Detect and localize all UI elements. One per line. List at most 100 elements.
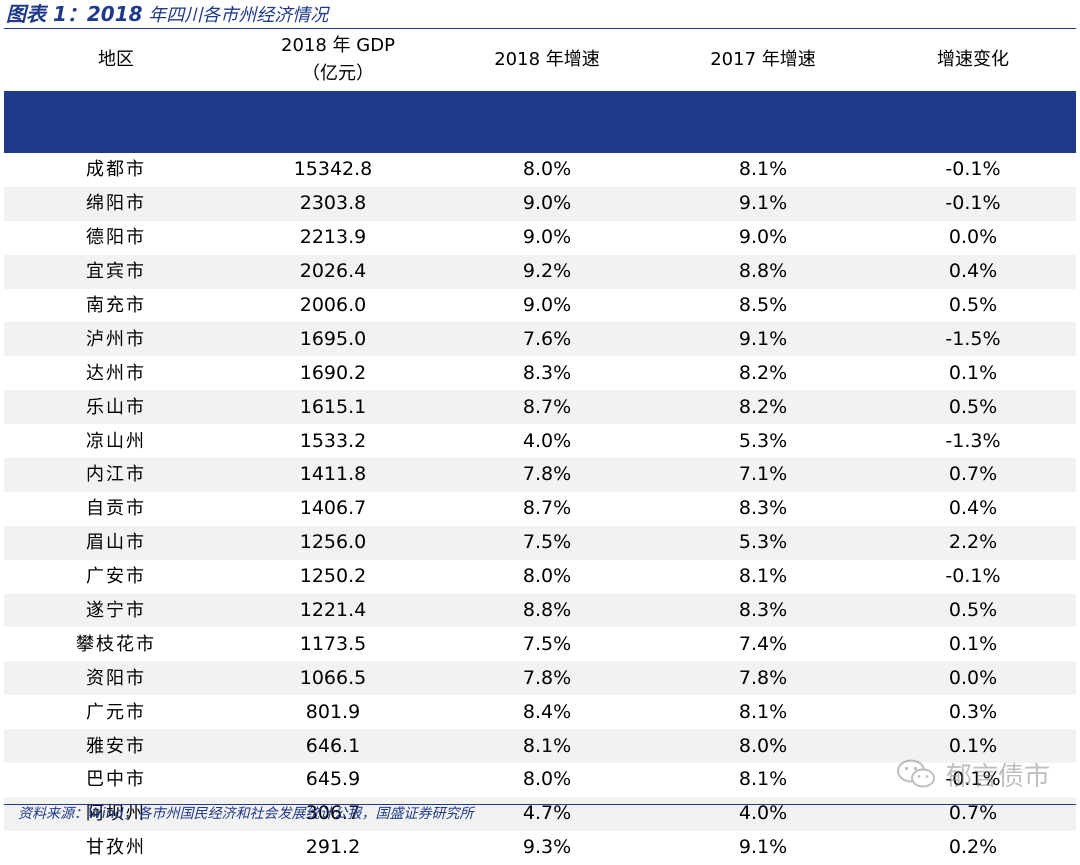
cell-region: 自贡市	[86, 498, 146, 520]
cell-growth-2018: 7.5%	[522, 632, 572, 655]
cell-growth-2017: 7.1%	[656, 458, 870, 492]
cell-growth-2017: 9.1%	[656, 186, 870, 221]
cell-change: 0.1%	[948, 361, 998, 384]
table-row: 遂宁市 1221.4 8.8% 8.3% 0.5%	[4, 593, 1076, 628]
table-row: 广元市 801.9 8.4% 8.1% 0.3%	[4, 695, 1076, 729]
header-region: 地区	[98, 49, 134, 70]
header-rule	[4, 91, 1076, 153]
cell-growth-2017: 9.0%	[738, 226, 788, 249]
table-row: 德阳市 2213.9 9.0% 9.0% 0.0%	[4, 221, 1076, 255]
cell-gdp: 1406.7	[299, 497, 367, 520]
cell-growth-2017: 5.3%	[656, 525, 870, 560]
cell-change: -0.1%	[870, 186, 1076, 221]
cell-growth-2018: 8.7%	[438, 390, 656, 425]
cell-region: 广安市	[86, 566, 146, 588]
cell-region: 资阳市	[4, 661, 228, 696]
table-row: 凉山州 1533.2 4.0% 5.3% -1.3%	[4, 424, 1076, 458]
cell-region: 甘孜州	[86, 837, 146, 859]
cell-region: 雅安市	[4, 729, 228, 764]
cell-gdp: 645.9	[305, 768, 361, 791]
cell-gdp: 2006.0	[299, 294, 367, 316]
cell-region: 眉山市	[4, 525, 228, 560]
cell-region: 泸州市	[4, 322, 228, 357]
cell-growth-2018: 9.2%	[438, 254, 656, 289]
cell-gdp: 1256.0	[228, 525, 438, 560]
figure-title-prefix: 图表 1：2018	[6, 2, 143, 26]
cell-growth-2017: 8.2%	[656, 390, 870, 425]
cell-gdp: 1695.0	[228, 322, 438, 357]
cell-region: 达州市	[86, 362, 146, 384]
cell-gdp: 1411.8	[228, 458, 438, 492]
cell-region: 凉山州	[86, 430, 146, 452]
cell-gdp: 2026.4	[228, 254, 438, 289]
cell-change: 0.5%	[870, 390, 1076, 425]
cell-gdp: 1221.4	[228, 593, 438, 628]
cell-growth-2018: 7.5%	[438, 525, 656, 560]
cell-region: 广元市	[86, 701, 146, 723]
cell-gdp: 1066.5	[228, 661, 438, 696]
cell-growth-2017: 8.3%	[656, 593, 870, 628]
cell-growth-2017: 8.1%	[738, 158, 788, 181]
header-growth-2018: 2018 年增速	[494, 49, 600, 70]
cell-change: 0.2%	[948, 836, 998, 859]
table-row: 达州市 1690.2 8.3% 8.2% 0.1%	[4, 356, 1076, 390]
cell-region: 成都市	[86, 159, 146, 181]
table-row: 资阳市 1066.5 7.8% 7.8% 0.0%	[4, 661, 1076, 696]
cell-growth-2017: 9.1%	[738, 836, 788, 859]
table-row: 成都市 15342.8 8.0% 8.1% -0.1%	[4, 153, 1076, 187]
cell-growth-2018: 8.8%	[438, 593, 656, 628]
cell-region: 攀枝花市	[76, 633, 156, 655]
cell-region: 德阳市	[86, 227, 146, 249]
cell-growth-2017: 9.1%	[656, 322, 870, 357]
cell-growth-2017: 8.3%	[738, 497, 788, 520]
cell-gdp: 2303.8	[228, 186, 438, 221]
gdp-table: 地区 2018 年 GDP（亿元） 2018 年增速 2017 年增速 增速变化…	[4, 29, 1076, 865]
cell-change: 0.3%	[948, 700, 998, 723]
cell-change: -0.1%	[945, 565, 1001, 588]
cell-region: 南充市	[86, 295, 146, 316]
table-row: 宜宾市 2026.4 9.2% 8.8% 0.4%	[4, 254, 1076, 289]
cell-growth-2018: 9.0%	[438, 186, 656, 221]
cell-growth-2017: 8.5%	[738, 294, 788, 316]
cell-region: 绵阳市	[4, 186, 228, 221]
cell-region: 宜宾市	[4, 254, 228, 289]
watermark: 郁言债市	[896, 756, 1050, 792]
cell-growth-2017: 8.1%	[738, 565, 788, 588]
table-row: 泸州市 1695.0 7.6% 9.1% -1.5%	[4, 322, 1076, 357]
cell-change: 0.0%	[870, 661, 1076, 696]
table-row: 雅安市 646.1 8.1% 8.0% 0.1%	[4, 729, 1076, 764]
cell-gdp: 1690.2	[299, 361, 367, 384]
table-row: 南充市 2006.0 9.0% 8.5% 0.5%	[4, 289, 1076, 323]
cell-region: 巴中市	[86, 769, 146, 791]
cell-gdp: 291.2	[305, 836, 361, 859]
cell-growth-2018: 7.8%	[438, 661, 656, 696]
cell-gdp: 1250.2	[299, 565, 367, 588]
cell-growth-2018: 9.3%	[522, 836, 572, 859]
cell-growth-2017: 8.8%	[656, 254, 870, 289]
table-row: 乐山市 1615.1 8.7% 8.2% 0.5%	[4, 390, 1076, 425]
cell-gdp: 1533.2	[299, 429, 367, 452]
cell-growth-2018: 9.0%	[522, 226, 572, 249]
bottom-rule	[4, 804, 1076, 805]
cell-change: 0.0%	[948, 226, 998, 249]
cell-gdp: 1173.5	[299, 632, 367, 655]
cell-gdp: 15342.8	[293, 158, 373, 181]
cell-change: 0.1%	[870, 729, 1076, 764]
cell-change: 0.7%	[870, 458, 1076, 492]
cell-change: 0.4%	[870, 254, 1076, 289]
cell-gdp: 1615.1	[228, 390, 438, 425]
cell-growth-2018: 8.1%	[438, 729, 656, 764]
cell-growth-2017: 8.1%	[738, 700, 788, 723]
cell-growth-2017: 8.0%	[656, 729, 870, 764]
cell-region: 乐山市	[4, 390, 228, 425]
cell-growth-2018: 8.0%	[522, 158, 572, 181]
cell-growth-2018: 9.0%	[522, 294, 572, 316]
cell-change: -0.1%	[945, 158, 1001, 181]
table-row: 绵阳市 2303.8 9.0% 9.1% -0.1%	[4, 186, 1076, 221]
cell-growth-2018: 8.0%	[522, 768, 572, 791]
watermark-text: 郁言债市	[945, 761, 1050, 792]
cell-change: 0.1%	[948, 632, 998, 655]
figure-title: 图表 1：2018 年四川各市州经济情况	[6, 1, 328, 27]
table-row: 攀枝花市 1173.5 7.5% 7.4% 0.1%	[4, 627, 1076, 661]
wechat-icon	[896, 758, 936, 790]
